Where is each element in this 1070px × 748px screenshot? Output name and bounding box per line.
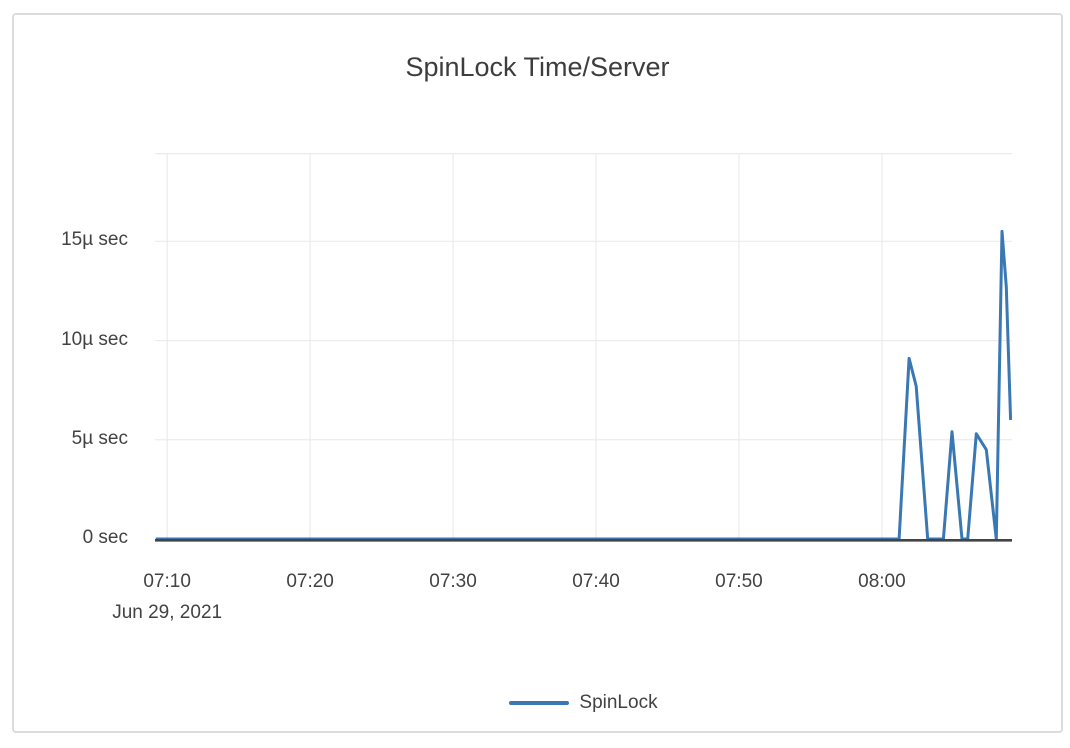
legend-label: SpinLock	[579, 692, 658, 713]
x-tick-label: 07:40	[572, 571, 620, 592]
plot-area	[155, 153, 1013, 542]
y-tick-label: 0 sec	[82, 527, 128, 548]
chart-card	[12, 13, 1063, 733]
x-tick-label: 07:20	[286, 571, 334, 592]
x-tick-label: 07:30	[429, 571, 477, 592]
y-tick-label: 5µ sec	[71, 427, 128, 449]
y-tick-label: 15µ sec	[61, 229, 128, 251]
x-tick-label: 08:00	[858, 571, 906, 592]
x-axis-date-label: Jun 29, 2021	[112, 602, 223, 623]
chart-title: SpinLock Time/Server	[405, 52, 670, 82]
legend: SpinLock	[155, 690, 1012, 716]
y-tick-label: 10µ sec	[61, 328, 128, 350]
legend-line-swatch	[509, 701, 570, 705]
x-tick-label: 07:10	[143, 571, 191, 592]
legend-item-spinlock[interactable]: SpinLock	[509, 692, 658, 714]
x-tick-label: 07:50	[715, 571, 763, 592]
